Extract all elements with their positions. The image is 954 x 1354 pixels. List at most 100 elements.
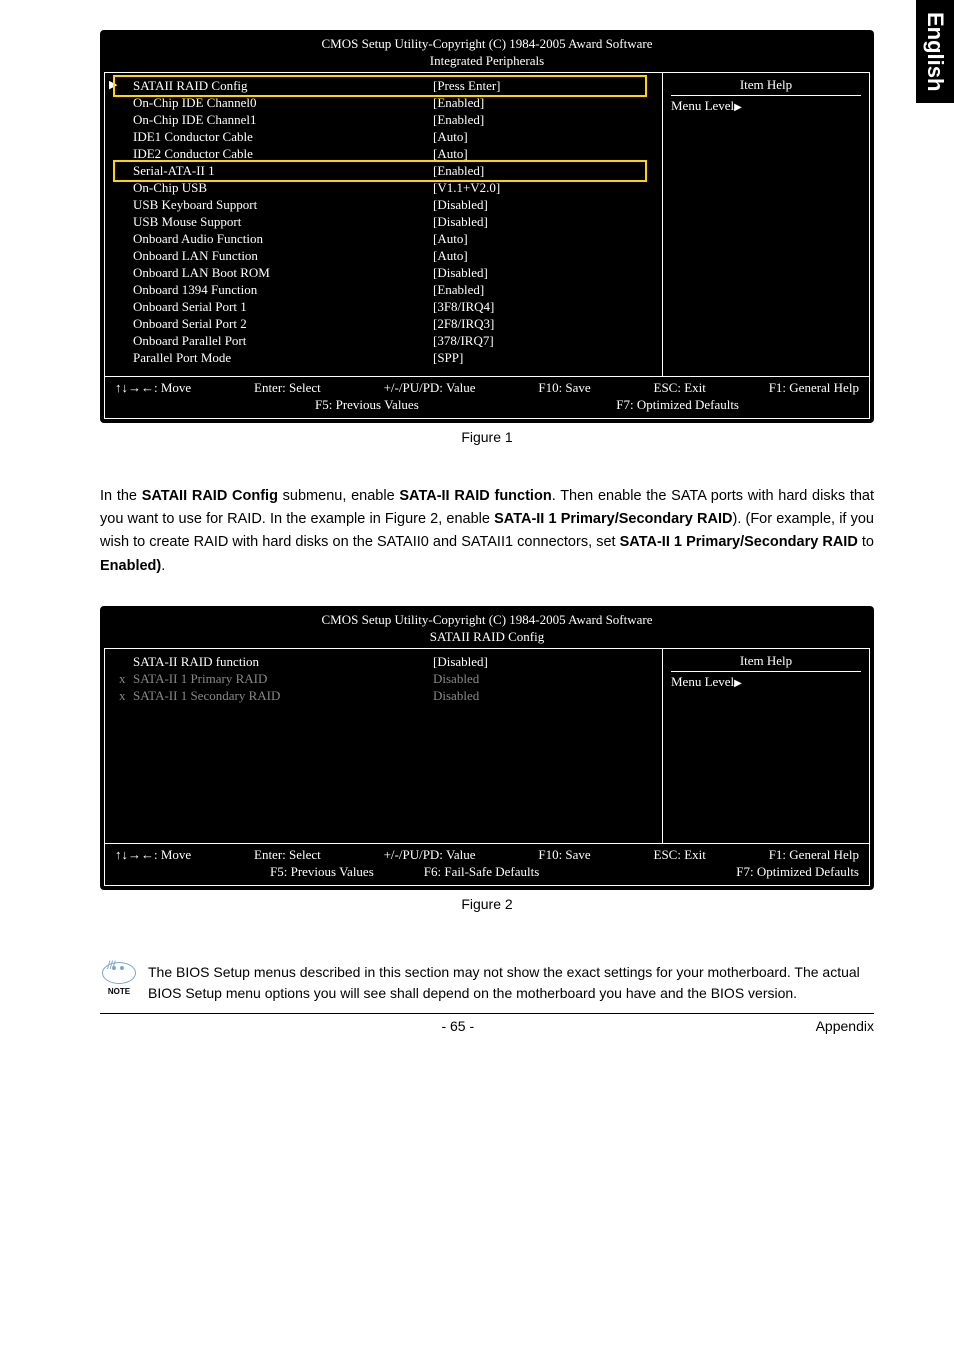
bios1-subtitle: Integrated Peripherals <box>104 53 870 72</box>
bios-row: Onboard Audio Function[Auto] <box>105 230 662 247</box>
bios-row-value: [3F8/IRQ4] <box>433 298 650 315</box>
foot-exit: ESC: Exit <box>654 380 706 396</box>
bios-row: SATA-II RAID function[Disabled] <box>105 653 662 670</box>
figure1-caption: Figure 1 <box>100 429 874 445</box>
bios-row: Parallel Port Mode[SPP] <box>105 349 662 366</box>
bios-row-label: SATA-II RAID function <box>133 653 433 670</box>
bios-row-value: [Enabled] <box>433 111 650 128</box>
bios2-menu-level: Menu Level▶ <box>671 672 861 690</box>
bios-row: xSATA-II 1 Primary RAIDDisabled <box>105 670 662 687</box>
bios1-menu-level: Menu Level▶ <box>671 96 861 114</box>
page-content: CMOS Setup Utility-Copyright (C) 1984-20… <box>0 0 954 1054</box>
bios-row-value: [Disabled] <box>433 213 650 230</box>
bios-row: Onboard Serial Port 1[3F8/IRQ4] <box>105 298 662 315</box>
foot2-save: F10: Save <box>538 847 590 863</box>
note-icon: / / / NOTE <box>100 962 138 998</box>
bios-row-label: On-Chip USB <box>133 179 433 196</box>
bios-screenshot-1: CMOS Setup Utility-Copyright (C) 1984-20… <box>100 30 874 423</box>
bios-row-value: [Enabled] <box>433 281 650 298</box>
side-language-tab: English <box>916 0 954 103</box>
bios-screenshot-2: CMOS Setup Utility-Copyright (C) 1984-20… <box>100 606 874 890</box>
bios-row-label: SATAII RAID Config <box>133 77 433 94</box>
page-number: - 65 - <box>441 1018 474 1034</box>
bios-row-label: Onboard Serial Port 1 <box>133 298 433 315</box>
foot2-opt: F7: Optimized Defaults <box>736 864 859 880</box>
bios-row: xSATA-II 1 Secondary RAIDDisabled <box>105 687 662 704</box>
bios-row-value: [Auto] <box>433 145 650 162</box>
foot2-prev: F5: Previous Values <box>270 864 374 880</box>
bios-row-label: SATA-II 1 Secondary RAID <box>133 687 433 704</box>
chevron-right-icon: ▶ <box>734 678 742 689</box>
bios-row-value: [Auto] <box>433 128 650 145</box>
bios-row-value: [Disabled] <box>433 264 650 281</box>
bios-row-value: [2F8/IRQ3] <box>433 315 650 332</box>
bios-row-prefix: x <box>119 670 133 687</box>
bios-row-label: Onboard Serial Port 2 <box>133 315 433 332</box>
foot2-failsafe: F6: Fail-Safe Defaults <box>424 864 540 880</box>
foot-save: F10: Save <box>538 380 590 396</box>
bios-row-label: Onboard Parallel Port <box>133 332 433 349</box>
bios-row-value: [Enabled] <box>433 162 650 179</box>
foot-move: ↑↓→←: Move <box>115 380 191 396</box>
bios1-footer: ↑↓→←: Move Enter: Select +/-/PU/PD: Valu… <box>105 376 869 418</box>
bios-row: IDE1 Conductor Cable[Auto] <box>105 128 662 145</box>
figure2-caption: Figure 2 <box>100 896 874 912</box>
bios-row: Onboard Serial Port 2[2F8/IRQ3] <box>105 315 662 332</box>
bios-row-value: [V1.1+V2.0] <box>433 179 650 196</box>
foot-value: +/-/PU/PD: Value <box>384 380 476 396</box>
bios-row: Onboard 1394 Function[Enabled] <box>105 281 662 298</box>
bios-row-label: Onboard LAN Boot ROM <box>133 264 433 281</box>
bios-row: USB Mouse Support[Disabled] <box>105 213 662 230</box>
bios-row-prefix <box>119 653 133 670</box>
bios-row-label: IDE2 Conductor Cable <box>133 145 433 162</box>
note-block: / / / NOTE The BIOS Setup menus describe… <box>100 962 874 1005</box>
bios2-subtitle: SATAII RAID Config <box>104 629 870 648</box>
bios-row: Onboard Parallel Port[378/IRQ7] <box>105 332 662 349</box>
foot2-help: F1: General Help <box>769 847 859 863</box>
bios-row-value: [Auto] <box>433 247 650 264</box>
foot2-value: +/-/PU/PD: Value <box>384 847 476 863</box>
bios-row-label: USB Mouse Support <box>133 213 433 230</box>
bios-row-label: Onboard LAN Function <box>133 247 433 264</box>
bios-row: On-Chip IDE Channel0[Enabled] <box>105 94 662 111</box>
bios-row-label: Serial-ATA-II 1 <box>133 162 433 179</box>
chevron-right-icon: ▶ <box>734 102 742 113</box>
instruction-paragraph: In the SATAII RAID Config submenu, enabl… <box>100 485 874 578</box>
bios-row: On-Chip IDE Channel1[Enabled] <box>105 111 662 128</box>
bios-row-value: [Disabled] <box>433 653 650 670</box>
bios-row-label: On-Chip IDE Channel1 <box>133 111 433 128</box>
bios-row: Onboard LAN Boot ROM[Disabled] <box>105 264 662 281</box>
bios-row-value: [Press Enter] <box>433 77 650 94</box>
foot2-exit: ESC: Exit <box>654 847 706 863</box>
foot2-select: Enter: Select <box>254 847 321 863</box>
cursor-triangle-icon: ▶ <box>109 78 117 91</box>
bios1-title: CMOS Setup Utility-Copyright (C) 1984-20… <box>104 34 870 53</box>
bios-row-label: IDE1 Conductor Cable <box>133 128 433 145</box>
foot-prev: F5: Previous Values <box>315 397 419 413</box>
foot2-move: ↑↓→←: Move <box>115 847 191 863</box>
bios-row: IDE2 Conductor Cable[Auto] <box>105 145 662 162</box>
bios2-title: CMOS Setup Utility-Copyright (C) 1984-20… <box>104 610 870 629</box>
foot-opt: F7: Optimized Defaults <box>616 397 739 413</box>
bios-row-value: [Enabled] <box>433 94 650 111</box>
bios-row-value: [Auto] <box>433 230 650 247</box>
bios-row-label: Onboard Audio Function <box>133 230 433 247</box>
bios-row: Serial-ATA-II 1[Enabled] <box>105 162 662 179</box>
bios-row-label: On-Chip IDE Channel0 <box>133 94 433 111</box>
bios-row-label: SATA-II 1 Primary RAID <box>133 670 433 687</box>
note-text: The BIOS Setup menus described in this s… <box>148 962 874 1005</box>
page-section: Appendix <box>816 1018 874 1034</box>
foot-select: Enter: Select <box>254 380 321 396</box>
bios-row-value: [SPP] <box>433 349 650 366</box>
bios-row: On-Chip USB[V1.1+V2.0] <box>105 179 662 196</box>
bios-row-label: Parallel Port Mode <box>133 349 433 366</box>
bios2-footer: ↑↓→←: Move Enter: Select +/-/PU/PD: Valu… <box>105 843 869 885</box>
bios-row-label: Onboard 1394 Function <box>133 281 433 298</box>
bios-row: SATAII RAID Config[Press Enter] <box>105 77 662 94</box>
bios-row-value: Disabled <box>433 670 650 687</box>
bios-row: Onboard LAN Function[Auto] <box>105 247 662 264</box>
page-footer: - 65 - Appendix <box>100 1013 874 1034</box>
bios-row-value: [378/IRQ7] <box>433 332 650 349</box>
bios-row-prefix: x <box>119 687 133 704</box>
bios-row-value: Disabled <box>433 687 650 704</box>
